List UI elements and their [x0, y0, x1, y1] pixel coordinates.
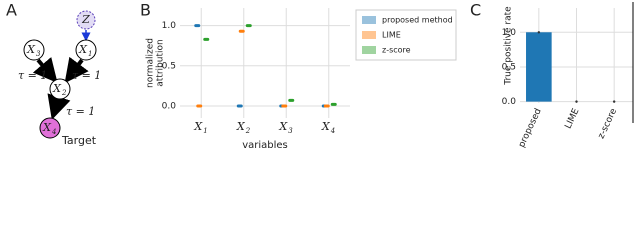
y-axis-label: True positive rate: [504, 6, 514, 86]
y-tick-label: 0.5: [502, 62, 516, 72]
target-label: Target: [61, 134, 97, 147]
label: X: [236, 120, 246, 133]
page: A τ = 1 τ = 1 τ = 1 Target Z X 3 X 1 X 2 X 4 B 0.0…: [6, 0, 634, 151]
legend-label: proposed method: [382, 16, 453, 25]
x-tick-label: z-score: [596, 107, 619, 141]
marker: [330, 102, 337, 106]
label-subscript: 3: [36, 50, 41, 58]
label: X: [321, 120, 331, 133]
label-subscript: 1: [203, 127, 207, 135]
node: [75, 39, 97, 61]
label: X: [193, 120, 203, 133]
node: [39, 117, 61, 139]
label: X: [278, 120, 288, 133]
figure: A τ = 1 τ = 1 τ = 1 Target ZX 3 X 1X 2X 4B0.0…: [6, 1, 634, 151]
point: [575, 100, 578, 103]
y-axis-label: normalized: [146, 38, 156, 88]
node: [49, 78, 71, 100]
edge: [32, 56, 58, 84]
marker: [288, 98, 295, 102]
label-subscript: 4: [330, 127, 335, 135]
edge: [64, 56, 89, 84]
label-subscript: 2: [61, 89, 67, 97]
panel-label: A: [6, 1, 17, 20]
bar: [526, 32, 552, 102]
legend-label: z-score: [382, 46, 411, 55]
label: X: [26, 43, 36, 56]
panel-label: B: [140, 1, 151, 20]
label-subscript: 3: [288, 127, 293, 135]
y-tick-label: 1.0: [502, 28, 517, 38]
marker: [245, 24, 252, 28]
marker: [236, 104, 243, 108]
label: X: [42, 121, 52, 134]
marker: [194, 24, 201, 28]
y-tick-label: 0.5: [162, 61, 176, 71]
edge-label: τ = 1: [66, 105, 95, 118]
x-tick-label: LIME: [563, 107, 581, 131]
point: [612, 100, 616, 103]
legend-swatch: [362, 46, 376, 54]
label-subscript: 2: [245, 127, 251, 135]
marker: [203, 37, 210, 41]
y-axis-label: attribution: [156, 39, 166, 86]
label-subscript: 4: [51, 128, 56, 136]
x-axis-label: variables: [242, 140, 288, 151]
marker: [281, 104, 288, 108]
label: Z: [81, 13, 90, 26]
y-tick-label: 0.0: [162, 101, 177, 111]
y-tick-label: 0.0: [502, 97, 517, 107]
node: [23, 39, 45, 61]
label: X: [52, 82, 62, 95]
marker: [323, 104, 330, 108]
label-subscript: 1: [88, 50, 92, 58]
y-tick-label: 1.0: [162, 21, 177, 31]
marker: [238, 29, 245, 33]
node: [76, 10, 96, 30]
edge-label: τ = 1: [18, 69, 47, 82]
legend: [355, 9, 457, 61]
legend-swatch: [362, 31, 376, 39]
legend-swatch: [362, 16, 376, 24]
x-tick-label: proposed: [517, 107, 544, 149]
edge: [47, 93, 71, 120]
legend-label: LIME: [382, 31, 401, 40]
panel-label: C: [470, 1, 481, 20]
edge-label: τ = 1: [72, 69, 101, 82]
marker: [196, 104, 203, 108]
label: X: [78, 43, 88, 56]
point: [537, 31, 541, 34]
